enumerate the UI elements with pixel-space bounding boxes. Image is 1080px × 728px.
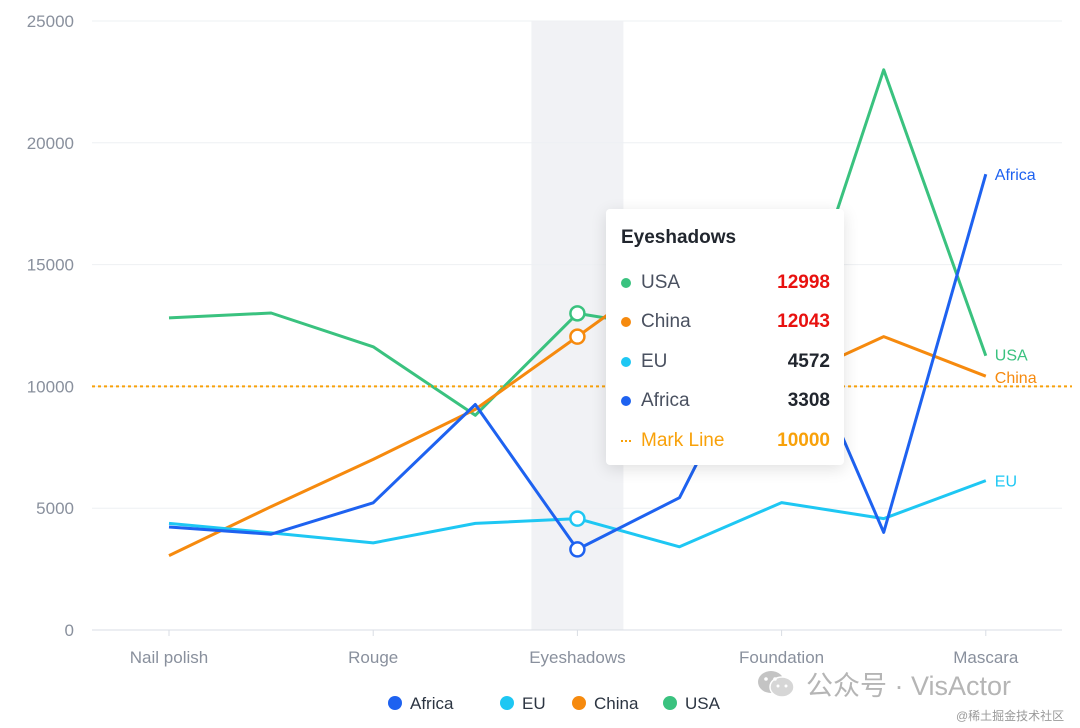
- tooltip-row-mark-line: Mark Line 10000: [621, 421, 830, 461]
- series-dot-icon: [621, 396, 631, 407]
- end-label-usa: USA: [995, 348, 1028, 365]
- hover-point-eu: [569, 510, 586, 527]
- tooltip-row-china: China 12043: [621, 303, 830, 343]
- legend-marker-usa: [663, 696, 677, 710]
- watermark-text: 公众号 · VisActor: [806, 671, 1012, 701]
- legend-label-africa: Africa: [410, 694, 454, 713]
- tooltip-row-eu: EU 4572: [621, 342, 830, 382]
- series-dot-icon: [621, 277, 631, 288]
- wechat-icon: [758, 670, 795, 698]
- x-tick-label: Nail polish: [130, 648, 208, 667]
- legend-marker-eu: [500, 696, 514, 710]
- x-tick-label: Rouge: [348, 648, 398, 667]
- watermark-site: @稀土掘金技术社区: [956, 709, 1065, 723]
- x-tick-label: Eyeshadows: [529, 648, 625, 667]
- tooltip: Eyeshadows USA 12998 China 12043 EU 4572 Afric…: [606, 209, 844, 465]
- tooltip-mark-name: Mark Line: [641, 429, 725, 451]
- legend-marker-china: [572, 696, 586, 710]
- end-label-africa: Africa: [995, 167, 1036, 184]
- y-tick-label: 0: [65, 621, 74, 640]
- x-tick-label: Foundation: [739, 648, 824, 667]
- legend-label-eu: EU: [522, 694, 546, 713]
- tooltip-title: Eyeshadows: [621, 227, 737, 248]
- tooltip-rows: USA 12998 China 12043 EU 4572 Africa 3308: [621, 263, 830, 421]
- legend-label-china: China: [594, 694, 639, 713]
- y-tick-label: 10000: [27, 377, 74, 396]
- legend-label-usa: USA: [685, 694, 721, 713]
- y-tick-label: 5000: [36, 499, 74, 518]
- legend-marker-africa: [388, 696, 402, 710]
- end-label-china: China: [995, 370, 1037, 387]
- tooltip-series-name: Africa: [641, 390, 690, 412]
- dashed-line-icon: [621, 439, 631, 442]
- hover-point-africa: [569, 541, 586, 558]
- tooltip-series-value: 12998: [777, 271, 830, 293]
- tooltip-row-usa: USA 12998: [621, 263, 830, 303]
- tooltip-mark-value: 10000: [777, 429, 830, 451]
- tooltip-series-name: USA: [641, 271, 681, 293]
- hover-point-usa: [569, 305, 586, 322]
- tooltip-series-value: 3308: [787, 390, 830, 412]
- y-tick-label: 25000: [27, 12, 74, 31]
- y-tick-label: 15000: [27, 256, 74, 275]
- y-tick-label: 20000: [27, 134, 74, 153]
- watermark: 公众号 · VisActor: [756, 664, 1011, 703]
- x-tick-label: Mascara: [953, 648, 1019, 667]
- tooltip-row-africa: Africa 3308: [621, 382, 830, 422]
- tooltip-series-value: 12043: [777, 311, 830, 333]
- hover-point-china: [569, 328, 586, 345]
- tooltip-series-value: 4572: [787, 350, 830, 372]
- tooltip-series-name: China: [641, 311, 691, 333]
- tooltip-series-name: EU: [641, 350, 668, 372]
- series-dot-icon: [621, 317, 631, 328]
- series-dot-icon: [621, 356, 631, 367]
- end-label-eu: EU: [995, 474, 1017, 491]
